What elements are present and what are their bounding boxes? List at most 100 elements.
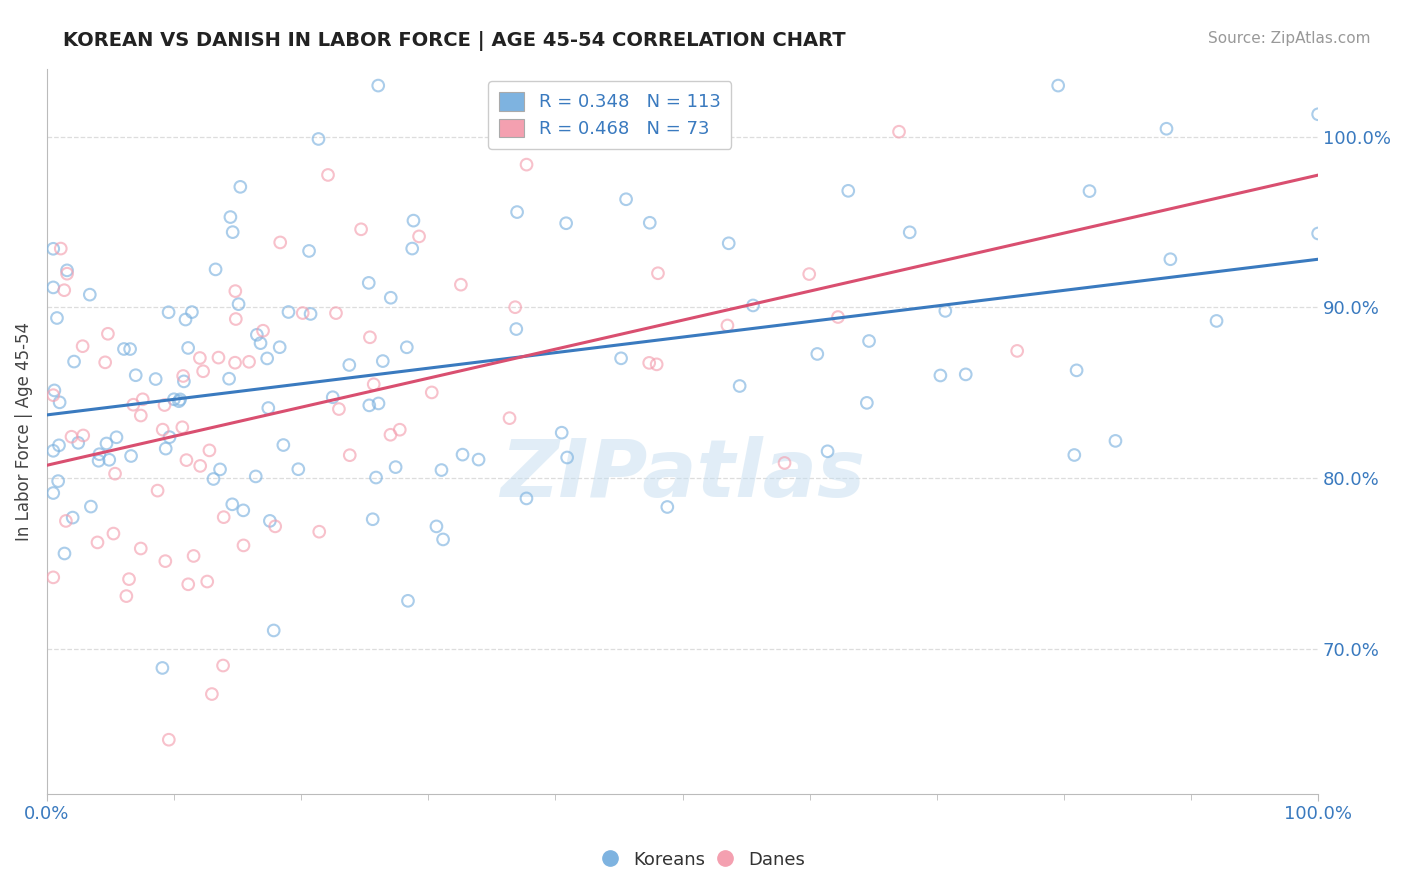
Point [934, 304, 956, 318]
Point [898, 225, 921, 239]
Point [172, 420, 194, 434]
Point [56, 263, 79, 277]
Point [48, 395, 70, 409]
Point [1005, 343, 1028, 358]
Point [53, 546, 76, 560]
Point [837, 184, 859, 198]
Point [339, 448, 361, 462]
Point [60, 430, 83, 444]
Point [212, 658, 235, 673]
Point [308, 132, 330, 146]
Point [322, 390, 344, 404]
Point [858, 334, 880, 348]
Point [887, 125, 910, 139]
Point [638, 356, 661, 370]
Point [207, 351, 229, 365]
Point [221, 225, 243, 239]
Point [238, 355, 260, 369]
Point [42, 280, 65, 294]
Point [118, 572, 141, 586]
Point [122, 398, 145, 412]
Point [104, 467, 127, 481]
Point [112, 342, 135, 356]
Point [212, 510, 235, 524]
Point [229, 179, 252, 194]
Point [42, 242, 65, 256]
Point [129, 409, 152, 423]
Point [232, 503, 254, 517]
Point [191, 364, 214, 378]
Point [287, 462, 309, 476]
Point [42, 486, 65, 500]
Point [48, 438, 70, 452]
Point [638, 216, 661, 230]
Point [87, 454, 110, 468]
Point [728, 379, 751, 393]
Point [228, 297, 250, 311]
Point [551, 425, 574, 440]
Point [291, 306, 314, 320]
Point [173, 375, 195, 389]
Point [367, 78, 389, 93]
Point [56, 267, 79, 281]
Point [506, 205, 529, 219]
Point [63, 354, 86, 368]
Point [388, 423, 411, 437]
Point [1078, 184, 1101, 198]
Point [380, 291, 402, 305]
Point [367, 396, 389, 410]
Point [380, 427, 402, 442]
Point [337, 358, 360, 372]
Point [80, 500, 103, 514]
Point [505, 322, 527, 336]
Point [53, 283, 76, 297]
Point [325, 306, 347, 320]
Point [176, 453, 198, 467]
Point [46, 311, 69, 326]
Point [371, 354, 394, 368]
Point [610, 351, 633, 366]
Point [167, 394, 190, 409]
Point [742, 298, 765, 312]
Point [717, 236, 740, 251]
Point [359, 398, 381, 412]
Point [555, 450, 578, 465]
Legend: Koreans, Danes: Koreans, Danes [593, 844, 813, 876]
Point [515, 158, 537, 172]
Point [157, 732, 180, 747]
Point [773, 456, 796, 470]
Point [328, 402, 350, 417]
Point [929, 368, 952, 383]
Point [1156, 121, 1178, 136]
Point [209, 462, 232, 476]
Point [204, 262, 226, 277]
Point [188, 351, 211, 365]
Point [159, 430, 181, 444]
Point [153, 398, 176, 412]
Point [42, 443, 65, 458]
Point [198, 443, 221, 458]
Point [183, 549, 205, 563]
Point [177, 341, 200, 355]
Point [467, 452, 489, 467]
Point [105, 430, 128, 444]
Point [195, 574, 218, 589]
Point [152, 423, 174, 437]
Point [451, 448, 474, 462]
Point [177, 577, 200, 591]
Point [1205, 314, 1227, 328]
Point [72, 428, 94, 442]
Point [97, 326, 120, 341]
Point [384, 460, 406, 475]
Point [402, 213, 425, 227]
Point [364, 470, 387, 484]
Point [42, 570, 65, 584]
Point [263, 624, 285, 638]
Point [498, 411, 520, 425]
Point [146, 483, 169, 498]
Point [299, 307, 322, 321]
Point [395, 340, 418, 354]
Point [955, 368, 977, 382]
Point [79, 287, 101, 301]
Point [155, 554, 177, 568]
